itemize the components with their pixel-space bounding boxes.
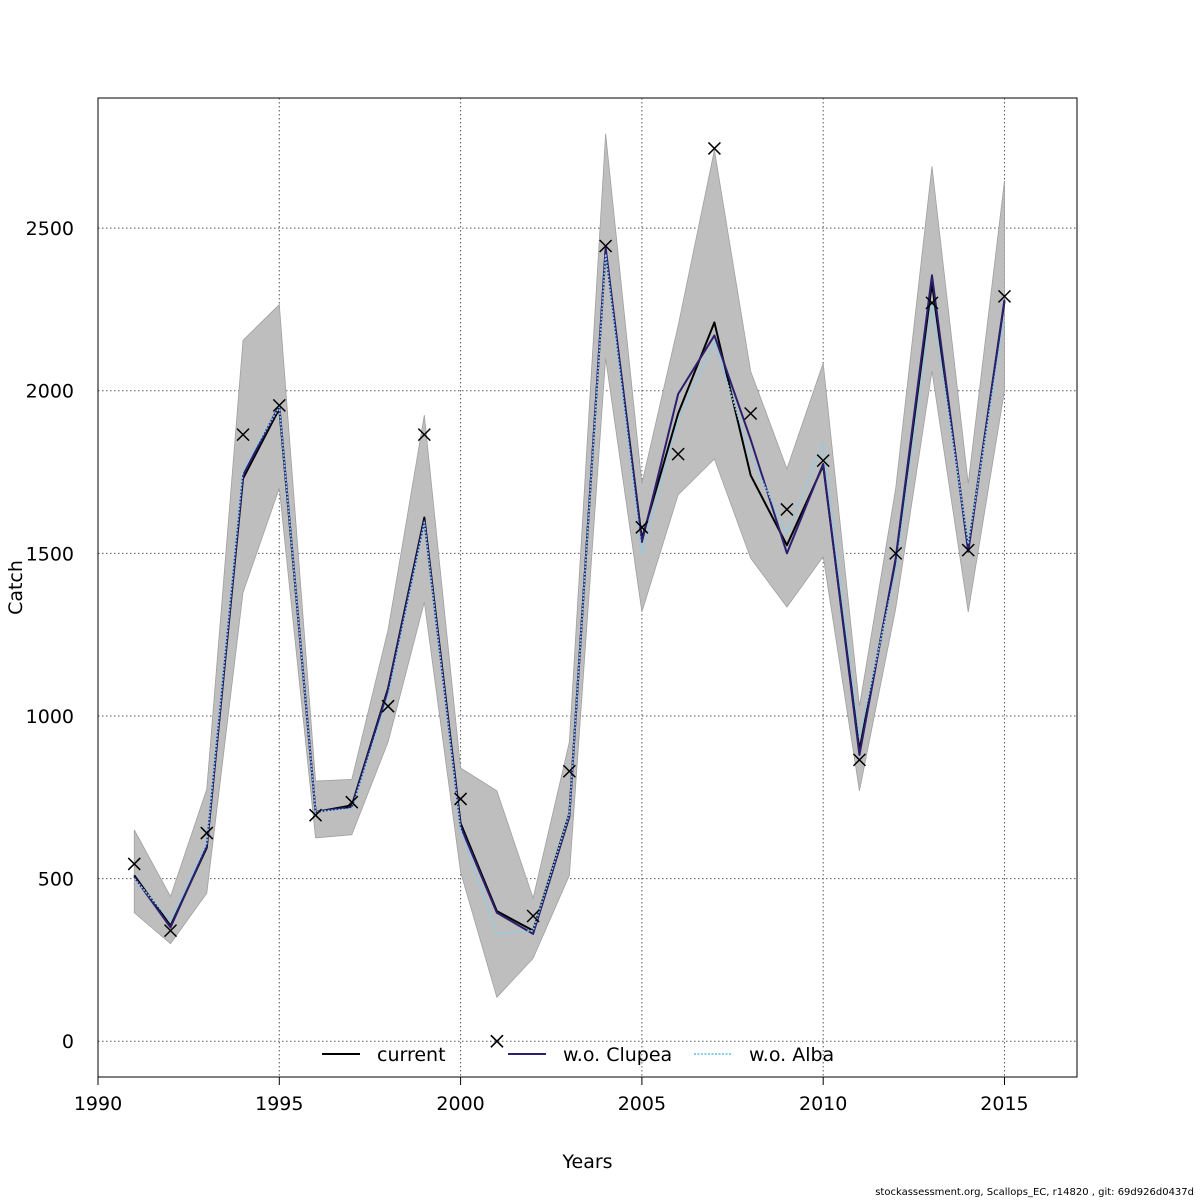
observed-point-2013	[925, 296, 939, 310]
y-axis-title: Catch	[5, 560, 27, 615]
observed-point-2012	[889, 546, 903, 560]
x-axis-title: Years	[561, 1151, 612, 1173]
observed-point-2010	[816, 454, 830, 468]
observed-point-2009	[780, 502, 794, 516]
x-tick-label-1990: 1990	[74, 1093, 122, 1115]
observed-point-2004	[599, 239, 613, 253]
observed-point-2014	[961, 543, 975, 557]
y-tick-label-1500: 1500	[26, 543, 74, 565]
observed-point-2006	[671, 447, 685, 461]
legend-label-w-o-clupea: w.o. Clupea	[563, 1044, 672, 1066]
observed-point-1999	[417, 428, 431, 442]
y-tick-label-0: 0	[62, 1031, 74, 1053]
legend-label-current: current	[377, 1044, 446, 1066]
x-tick-label-2010: 2010	[799, 1093, 847, 1115]
observed-point-1993	[200, 826, 214, 840]
confidence-band	[133, 133, 1005, 999]
legend: current w.o. Clupea w.o. Alba	[322, 1034, 834, 1066]
observed-point-1997	[345, 795, 359, 809]
legend-label-w-o-alba: w.o. Alba	[749, 1044, 834, 1066]
x-tick-label-2000: 2000	[436, 1093, 484, 1115]
observed-point-1998	[381, 699, 395, 713]
observed-point-2008	[744, 406, 758, 421]
x-tick-label-2015: 2015	[980, 1093, 1028, 1115]
observed-point-2011	[852, 753, 866, 767]
y-tick-label-2000: 2000	[26, 381, 74, 403]
observed-point-2005	[635, 520, 649, 534]
legend-marker-observed	[490, 1034, 504, 1048]
observed-points-layer	[127, 141, 1012, 1048]
observed-point-2002	[526, 909, 540, 923]
axes-layer: 1990 1995 2000 2005 2010 2015 0 500 1000 1500 2000…	[26, 218, 1029, 1115]
x-tick-label-1995: 1995	[255, 1093, 303, 1115]
y-tick-label-500: 500	[38, 869, 74, 891]
observed-point-2003	[562, 764, 576, 778]
observed-point-2007	[707, 141, 721, 155]
observed-point-1991	[127, 857, 141, 871]
observed-point-1996	[309, 808, 323, 822]
confidence-band-layer	[133, 133, 1005, 999]
x-tick-label-2005: 2005	[618, 1093, 666, 1115]
footer-credit: stockassessment.org, Scallops_EC, r14820…	[875, 1187, 1194, 1198]
observed-point-1995	[272, 398, 286, 412]
y-tick-label-1000: 1000	[26, 706, 74, 728]
observed-point-2000	[454, 792, 468, 806]
series-line-w-o-alba	[133, 253, 1006, 935]
observed-point-2015	[997, 289, 1012, 303]
observed-point-1992	[163, 924, 178, 938]
observed-point-1994	[236, 428, 250, 442]
y-tick-label-2500: 2500	[26, 218, 74, 240]
